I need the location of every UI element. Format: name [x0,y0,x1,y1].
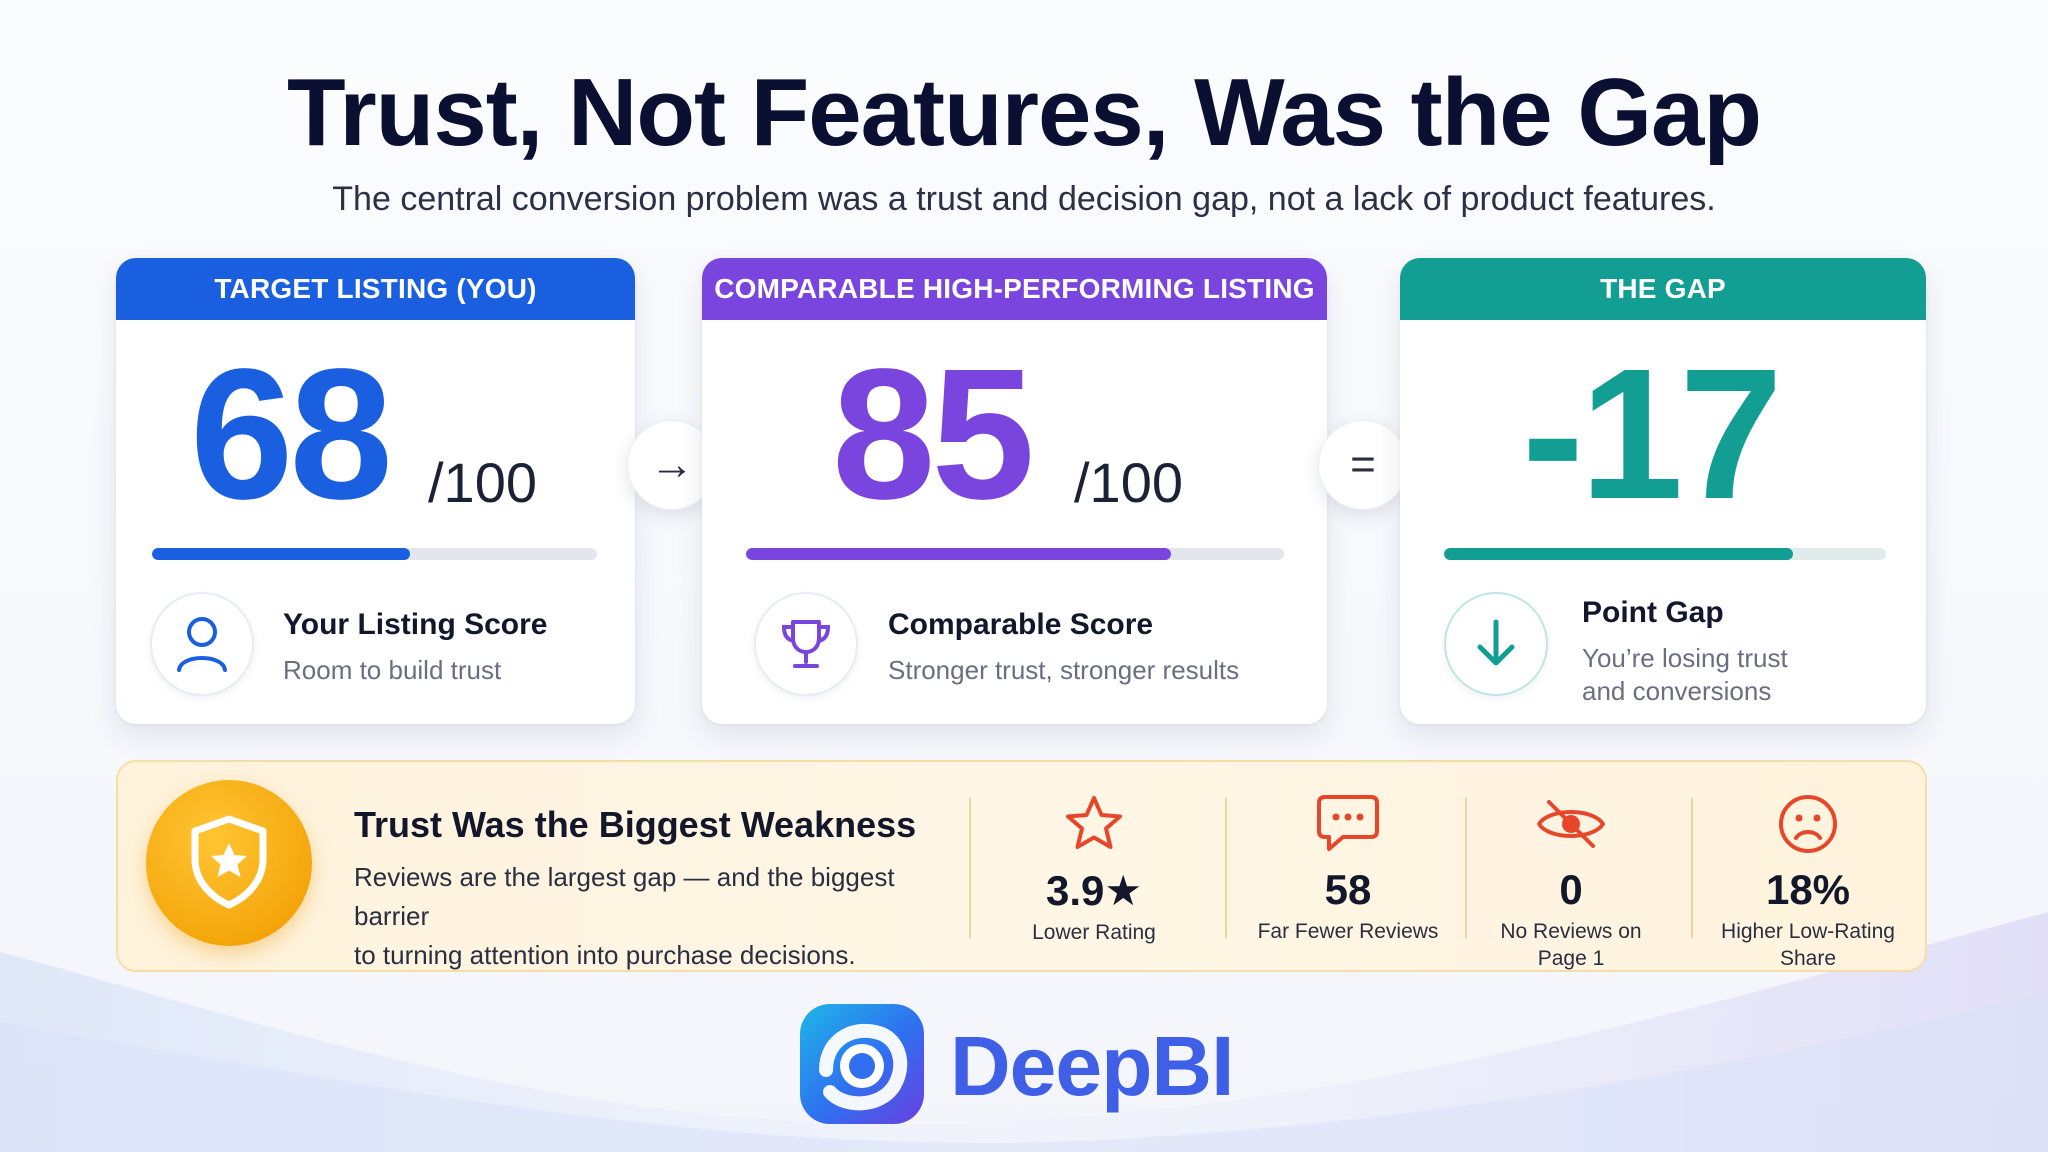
stat-reviews: 58 Far Fewer Reviews [1238,792,1458,945]
weakness-description-line: Reviews are the largest gap — and the bi… [354,862,895,931]
divider [969,798,971,938]
card-label: Point Gap [1582,596,1724,629]
score-progress-fill [1444,548,1794,560]
stat-label-line: Higher Low-Rating [1721,920,1895,943]
stat-low-rating: 18% Higher Low-Rating Share [1708,792,1908,972]
trophy-icon [754,592,858,696]
score-denominator: /100 [1074,451,1183,514]
score-progress-fill [746,548,1172,560]
card-sublabel: You’re losing trust and conversions [1582,642,1788,708]
stat-label: Higher Low-Rating Share [1708,918,1908,972]
score-progress-bar [1444,548,1886,560]
comparable-listing-card: COMPARABLE HIGH-PERFORMING LISTING 85 /1… [702,258,1327,724]
stat-label-line: Share [1779,947,1837,970]
card-header: COMPARABLE HIGH-PERFORMING LISTING [702,258,1327,320]
stat-value: 58 [1324,866,1372,913]
stat-label-line: Page 1 [1537,947,1605,970]
score-progress-bar [152,548,597,560]
divider [1465,798,1467,938]
sad-face-icon [1708,792,1908,856]
weakness-title: Trust Was the Biggest Weakness [354,804,917,845]
user-icon [150,592,254,696]
stat-label: Lower Rating [1032,921,1156,944]
card-header: TARGET LISTING (YOU) [116,258,635,320]
gap-card: THE GAP -17 Point Gap You’re losing trus… [1400,258,1926,724]
arrow-down-icon [1444,592,1548,696]
stat-label-line: No Reviews on [1500,920,1642,943]
card-sublabel-line: You’re losing trust [1582,643,1788,673]
score-progress-bar [746,548,1284,560]
stat-value: 0 [1559,866,1583,913]
stat-value: 18% [1765,866,1851,913]
eye-off-icon [1476,792,1666,856]
score-value: 68 [190,331,393,538]
page-subtitle: The central conversion problem was a tru… [332,180,1716,218]
stat-rating: 3.9★ Lower Rating [994,792,1194,946]
score-display: -17 [1400,331,1926,538]
stat-label: Far Fewer Reviews [1257,920,1439,943]
background-wave [0,912,2048,1152]
score-value: -17 [1522,331,1783,538]
stat-value: 3.9★ [1045,867,1143,914]
card-label: Comparable Score [888,608,1154,641]
weakness-description-line: to turning attention into purchase decis… [354,940,856,970]
score-value: 85 [832,331,1035,538]
score-denominator: /100 [428,451,537,514]
score-progress-fill [152,548,411,560]
shield-star-icon [146,780,312,946]
score-display: 68 /100 [116,331,635,538]
divider [1691,798,1693,938]
card-header: THE GAP [1400,258,1926,320]
divider [1225,798,1227,938]
brand-name: DeepBI [950,1019,1234,1113]
card-sublabel: Room to build trust [283,655,502,685]
stat-page-one: 0 No Reviews on Page 1 [1476,792,1666,972]
trust-weakness-panel: Trust Was the Biggest Weakness Reviews a… [116,760,1927,972]
page-title: Trust, Not Features, Was the Gap [286,59,1762,166]
card-label: Your Listing Score [283,608,548,641]
equals-icon: = [1318,420,1408,510]
target-listing-card: TARGET LISTING (YOU) 68 /100 Your Listin… [116,258,635,724]
card-sublabel-line: and conversions [1582,676,1772,706]
weakness-description: Reviews are the largest gap — and the bi… [354,858,964,975]
card-sublabel: Stronger trust, stronger results [888,655,1240,685]
chat-bubble-icon [1238,792,1458,856]
score-display: 85 /100 [702,331,1327,538]
stat-label: No Reviews on Page 1 [1476,918,1666,972]
star-icon [994,792,1194,856]
deepbi-logo-icon [800,1004,924,1124]
